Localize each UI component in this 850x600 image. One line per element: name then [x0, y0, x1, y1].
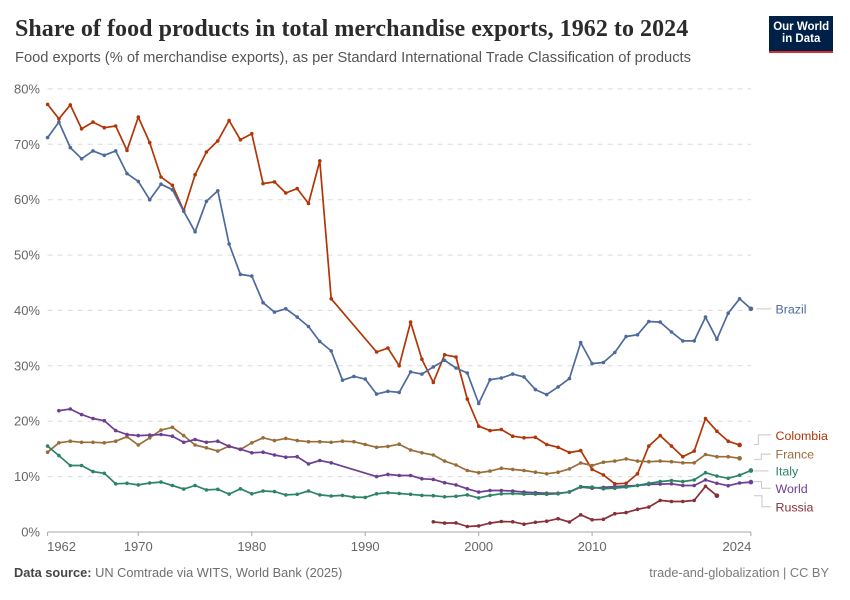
svg-text:10%: 10%: [14, 469, 40, 484]
svg-text:Colombia: Colombia: [776, 429, 828, 443]
svg-text:0%: 0%: [21, 525, 40, 540]
svg-text:40%: 40%: [14, 303, 40, 318]
svg-text:1990: 1990: [351, 539, 380, 554]
svg-text:1980: 1980: [237, 539, 266, 554]
svg-text:Russia: Russia: [776, 501, 814, 515]
svg-text:2024: 2024: [722, 539, 751, 554]
svg-text:2000: 2000: [464, 539, 493, 554]
svg-text:1962: 1962: [47, 539, 76, 554]
svg-text:80%: 80%: [14, 81, 40, 96]
svg-text:60%: 60%: [14, 192, 40, 207]
svg-text:20%: 20%: [14, 414, 40, 429]
svg-text:World: World: [776, 482, 808, 496]
svg-text:2010: 2010: [578, 539, 607, 554]
svg-text:Brazil: Brazil: [776, 302, 807, 316]
svg-text:Italy: Italy: [776, 464, 800, 478]
svg-text:1970: 1970: [124, 539, 153, 554]
svg-text:50%: 50%: [14, 248, 40, 263]
svg-text:30%: 30%: [14, 358, 40, 373]
svg-text:70%: 70%: [14, 137, 40, 152]
svg-text:France: France: [776, 447, 815, 461]
